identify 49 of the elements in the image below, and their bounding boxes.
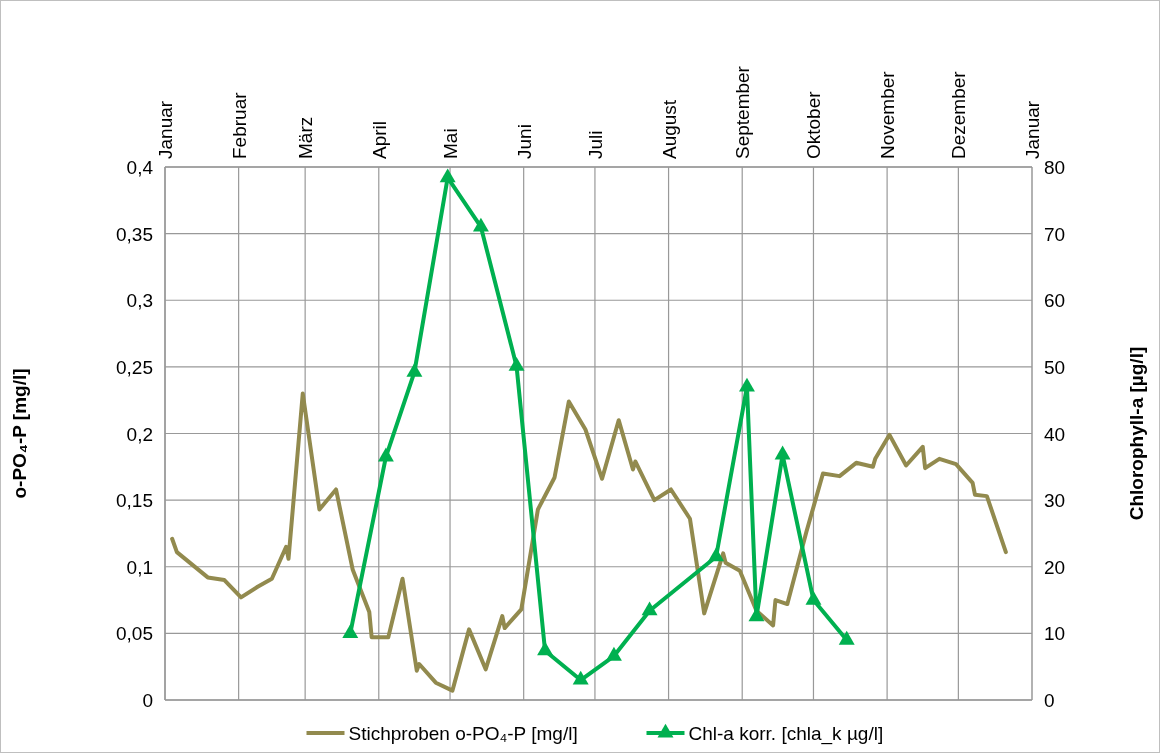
y2-tick-label: 40 bbox=[1044, 423, 1066, 445]
y2-tick-label: 30 bbox=[1044, 490, 1066, 512]
y-tick-label: 0,2 bbox=[126, 423, 153, 445]
x-tick-label: März bbox=[295, 116, 317, 159]
point bbox=[774, 445, 791, 460]
y2-tick-label: 20 bbox=[1044, 556, 1066, 578]
y-tick-label: 0,4 bbox=[126, 157, 154, 178]
x-tick-label: September bbox=[732, 65, 754, 159]
x-tick-label: Oktober bbox=[803, 90, 825, 159]
point bbox=[738, 377, 755, 392]
y2-tick-label: 0 bbox=[1044, 690, 1055, 711]
y-tick-label: 0 bbox=[142, 690, 153, 711]
legend-label: Stichproben o-PO₄-P [mg/l] bbox=[348, 723, 578, 744]
y2-tick-label: 70 bbox=[1044, 223, 1066, 245]
x-tick-label: Januar bbox=[155, 100, 176, 159]
x-tick-label: April bbox=[368, 120, 390, 159]
y-tick-label: 0,25 bbox=[116, 356, 153, 378]
y2-tick-label: 80 bbox=[1044, 157, 1066, 178]
y-tick-label: 0,3 bbox=[126, 290, 153, 312]
point bbox=[805, 590, 822, 605]
x-tick-label: Juli bbox=[584, 130, 606, 159]
point bbox=[342, 624, 359, 638]
point bbox=[472, 217, 489, 232]
x-tick-label: Dezember bbox=[948, 70, 970, 159]
point bbox=[406, 363, 423, 377]
point bbox=[838, 630, 855, 645]
y-tick-label: 0,1 bbox=[126, 556, 153, 578]
y-tick-label: 0,05 bbox=[116, 623, 153, 645]
x-tick-label: Februar bbox=[228, 91, 250, 159]
y2-axis-title: Chlorophyll-a [µg/l] bbox=[1126, 346, 1147, 521]
x-tick-label: Mai bbox=[440, 128, 462, 159]
y-axis-title: o-PO₄-P [mg/l] bbox=[9, 368, 30, 499]
point bbox=[641, 601, 658, 616]
point bbox=[439, 168, 456, 183]
x-tick-label: November bbox=[877, 70, 899, 159]
point bbox=[572, 670, 589, 685]
y2-tick-label: 50 bbox=[1044, 356, 1066, 378]
point bbox=[377, 447, 394, 462]
y2-tick-label: 10 bbox=[1044, 623, 1066, 645]
x-tick-label: Juni bbox=[513, 124, 535, 159]
y2-tick-label: 60 bbox=[1044, 290, 1066, 312]
point bbox=[708, 547, 725, 562]
point bbox=[508, 357, 525, 371]
point bbox=[605, 646, 622, 661]
x-tick-label: August bbox=[658, 99, 680, 159]
legend-label: Chl-a korr. [chla_k µg/l] bbox=[688, 723, 884, 745]
point bbox=[537, 641, 554, 656]
y-tick-label: 0,35 bbox=[116, 223, 153, 245]
y-tick-label: 0,15 bbox=[116, 490, 153, 512]
